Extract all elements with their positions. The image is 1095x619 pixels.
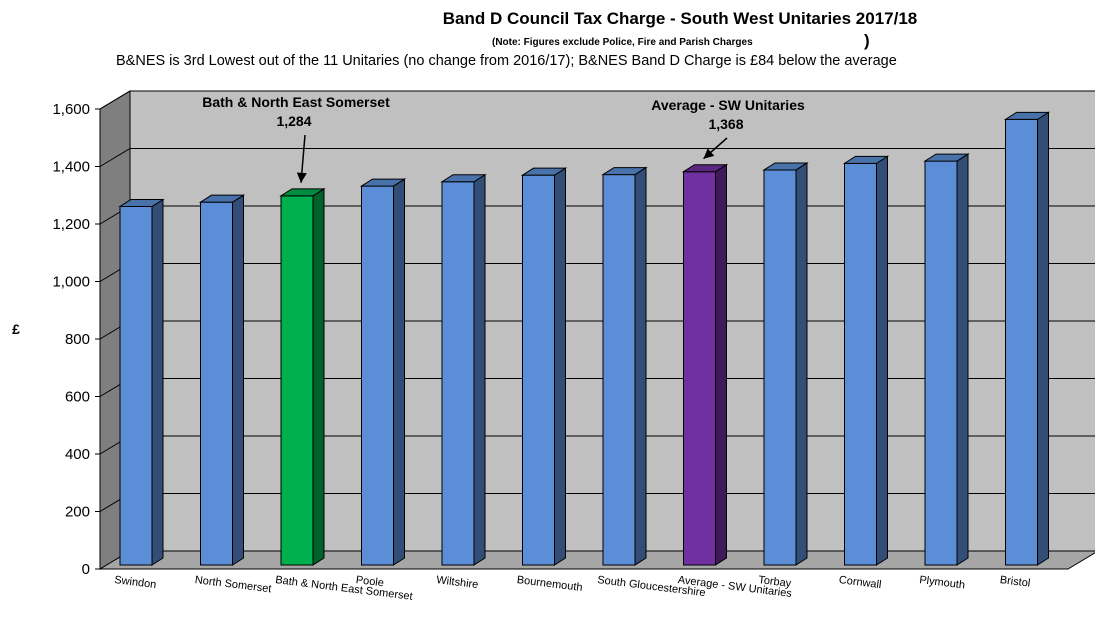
y-tick-label: 200 [65, 504, 90, 521]
chart-note-paren: ) [864, 31, 870, 50]
bar-top [198, 194, 246, 203]
bar-front [683, 171, 716, 566]
bar-side [312, 187, 325, 566]
bar-side [876, 155, 888, 566]
bar-top [118, 198, 165, 207]
bar-side [393, 178, 405, 566]
y-tick-label: 0 [82, 561, 90, 578]
bar [520, 167, 568, 566]
annotation-label: Average - SW Unitaries [651, 97, 805, 113]
x-tick-label: Wiltshire [436, 574, 479, 591]
bar-front [441, 181, 475, 566]
bar-front [522, 174, 555, 566]
bar-top [440, 174, 487, 183]
gridline-side [99, 148, 131, 167]
x-tick-label: Bristol [999, 574, 1031, 590]
bar-top [279, 188, 326, 197]
y-tick-label: 1,600 [52, 101, 90, 118]
bar [601, 166, 648, 566]
bar [762, 162, 809, 566]
x-tick-label: Poole [355, 574, 384, 589]
bar-front [1005, 118, 1038, 566]
x-tick-label: Swindon [114, 574, 157, 591]
bars [118, 111, 1051, 566]
bar [681, 163, 729, 566]
annotation-value: 1,284 [276, 113, 311, 129]
x-tick-label: Plymouth [919, 574, 966, 591]
bar-front [602, 174, 636, 566]
chart-subtitle: B&NES is 3rd Lowest out of the 11 Unitar… [116, 53, 897, 69]
y-tick-label: 800 [65, 331, 90, 348]
y-axis: 0 200 400 600 800 1,000 1,200 1,400 1,600 £ [12, 101, 1068, 578]
bar [279, 187, 326, 566]
bar-side [1037, 111, 1049, 566]
chart-note: (Note: Figures exclude Police, Fire and … [492, 37, 753, 48]
annotation-value: 1,368 [708, 116, 743, 132]
bar-side [232, 194, 244, 566]
gridline-side [99, 90, 131, 110]
y-tick-label: 1,000 [52, 274, 90, 291]
bar [198, 194, 246, 566]
bar-top [842, 155, 890, 164]
bar-front [361, 185, 394, 566]
chart-title: Band D Council Tax Charge - South West U… [442, 9, 918, 28]
bar-front [280, 195, 314, 566]
bar-top [681, 164, 729, 173]
x-axis-labels: Swindon North Somerset Bath & North East S… [114, 574, 1031, 603]
x-tick-label: Bournemouth [516, 574, 583, 594]
bar [359, 178, 407, 566]
bar-front [119, 205, 153, 566]
bar-front [763, 169, 797, 566]
y-tick-label: 400 [65, 446, 90, 463]
bar [440, 173, 487, 566]
bar [118, 198, 165, 566]
bar-front [200, 201, 233, 566]
bar-top [923, 153, 970, 162]
bar-front [924, 160, 958, 566]
annotation-arrowhead [296, 172, 307, 183]
x-tick-label: Torbay [758, 574, 793, 590]
bar-top [359, 178, 407, 187]
annotations: Bath & North East Somerset 1,284 Average -… [202, 94, 805, 183]
bar-side [151, 198, 164, 566]
bar-side [634, 166, 647, 566]
bar-top [520, 167, 568, 176]
y-tick-label: 1,400 [52, 159, 90, 176]
bar-side [715, 163, 727, 566]
annotation-arrowhead [703, 148, 715, 159]
y-axis-label: £ [12, 321, 20, 337]
annotation-label: Bath & North East Somerset [202, 94, 390, 110]
bar-top [601, 167, 648, 176]
bar-side [956, 153, 969, 566]
bar [1003, 111, 1051, 566]
bar-top [762, 162, 809, 171]
bar-side [554, 167, 566, 566]
y-tick-label: 1,200 [52, 216, 90, 233]
y-tick-label: 600 [65, 389, 90, 406]
bar-top [1003, 111, 1051, 120]
x-tick-label: Cornwall [838, 574, 882, 591]
bar-side [795, 162, 808, 566]
bar-side [473, 173, 486, 566]
bar [923, 153, 970, 566]
x-tick-label: North Somerset [194, 574, 272, 595]
x-tick-label: Bath & North East Somerset [275, 574, 414, 603]
bar [842, 155, 890, 566]
bar-front [844, 162, 877, 566]
